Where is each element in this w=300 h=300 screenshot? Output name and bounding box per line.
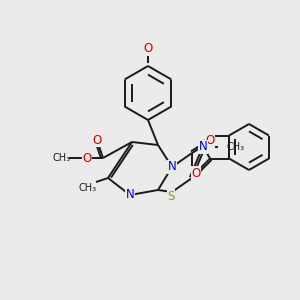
Text: CH₃: CH₃ [53, 153, 71, 163]
Text: O: O [143, 43, 153, 56]
Text: S: S [167, 190, 175, 202]
Text: N: N [199, 140, 208, 154]
Text: O: O [191, 167, 201, 180]
Text: O: O [82, 152, 91, 164]
Text: N: N [168, 160, 176, 173]
Text: O: O [92, 134, 102, 146]
Text: N: N [126, 188, 134, 202]
Text: O: O [206, 134, 214, 148]
Text: CH₃: CH₃ [79, 183, 97, 193]
Text: CH₃: CH₃ [226, 142, 244, 152]
